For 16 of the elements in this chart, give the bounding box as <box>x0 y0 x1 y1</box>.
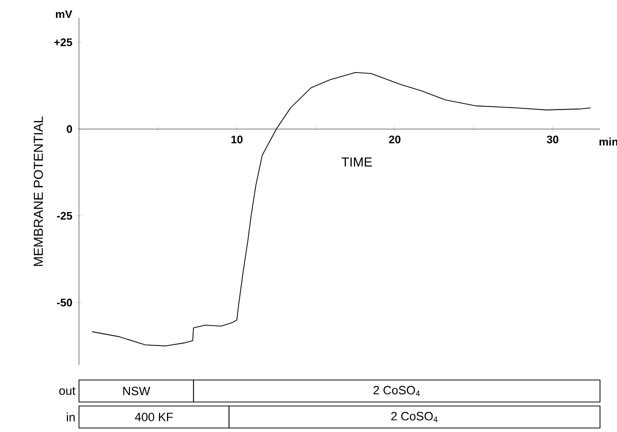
x-tick-label: 10 <box>231 136 243 144</box>
y-axis-title: MEMBRANE POTENTIAL <box>34 116 43 266</box>
y-tick-label: out <box>59 387 76 395</box>
annotation: NSW <box>123 386 150 396</box>
annotation: 2 CoSO$_{4}$ <box>374 386 420 396</box>
annotation: 400 KF <box>134 412 173 422</box>
x-axis-title: TIME <box>342 158 372 166</box>
y-tick-label: -25 <box>56 212 72 220</box>
x-tick-label: 20 <box>389 136 400 144</box>
annotation: 2 CoSO$_{4}$ <box>391 412 438 422</box>
y-tick-label: 0 <box>66 125 72 133</box>
y-tick-label: in <box>66 412 75 422</box>
x-tick-label: 30 <box>546 136 558 144</box>
text: mV <box>56 10 72 18</box>
y-tick-label: -50 <box>56 298 72 306</box>
y-tick-label: +25 <box>54 38 72 46</box>
